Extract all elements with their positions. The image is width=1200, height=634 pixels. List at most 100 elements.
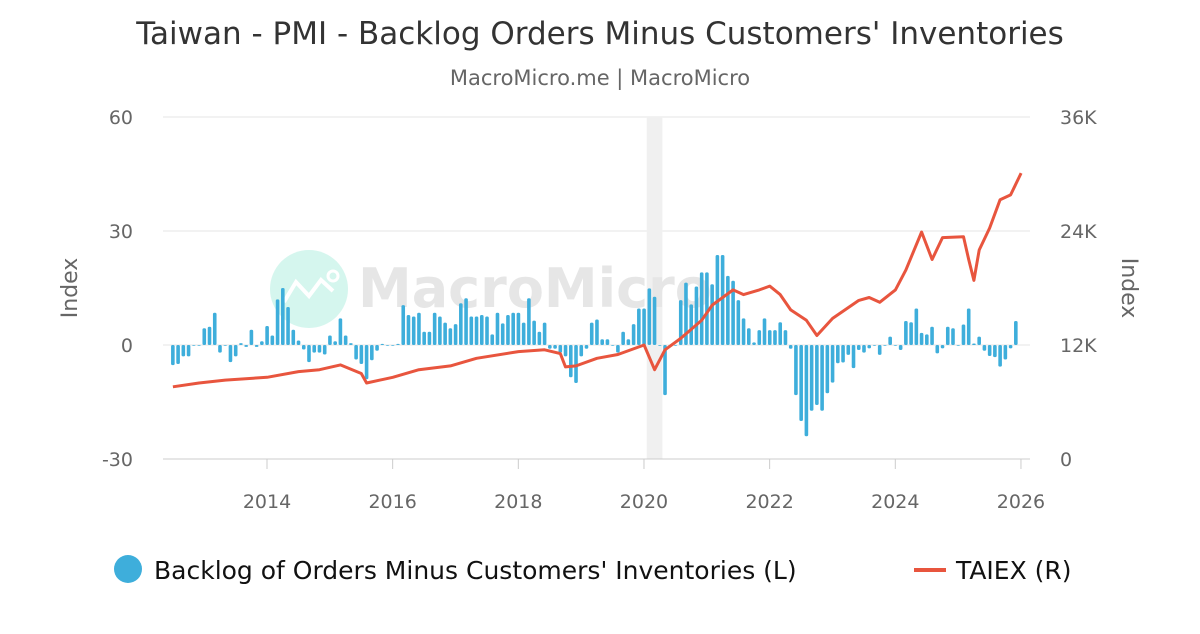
bar bbox=[239, 343, 243, 345]
bar bbox=[815, 345, 819, 406]
bar bbox=[516, 312, 521, 345]
bar bbox=[589, 322, 594, 345]
bar bbox=[275, 299, 280, 345]
bar bbox=[752, 342, 756, 345]
bar bbox=[181, 345, 186, 357]
bar bbox=[375, 345, 379, 351]
bar bbox=[301, 345, 306, 350]
bar bbox=[328, 335, 332, 345]
bar bbox=[610, 345, 615, 346]
bar bbox=[621, 331, 625, 345]
bar bbox=[464, 298, 468, 345]
bar bbox=[699, 272, 704, 345]
bar bbox=[338, 318, 343, 345]
legend-item-backlog[interactable]: Backlog of Orders Minus Customers' Inven… bbox=[114, 555, 797, 585]
chart-title: Taiwan - PMI - Backlog Orders Minus Cust… bbox=[135, 16, 1064, 52]
bar bbox=[773, 330, 777, 345]
bar bbox=[212, 312, 217, 345]
bar bbox=[736, 300, 741, 345]
bar bbox=[511, 312, 515, 345]
bar bbox=[652, 296, 657, 345]
bar bbox=[228, 345, 233, 363]
bar bbox=[422, 331, 426, 345]
bar bbox=[396, 343, 400, 345]
bar bbox=[972, 343, 976, 345]
bar bbox=[417, 312, 421, 345]
bar bbox=[453, 324, 458, 345]
left-tick-label: -30 bbox=[102, 449, 133, 471]
bar bbox=[616, 345, 620, 353]
x-tick-label: 2024 bbox=[871, 491, 919, 513]
bar bbox=[1014, 321, 1018, 345]
bar bbox=[951, 328, 955, 345]
bar bbox=[1003, 345, 1008, 360]
bar bbox=[322, 345, 327, 355]
bar bbox=[286, 307, 290, 345]
bar bbox=[296, 340, 301, 345]
bar bbox=[904, 321, 908, 345]
bar bbox=[548, 345, 552, 349]
bar bbox=[443, 322, 447, 345]
bar bbox=[836, 345, 840, 364]
bar bbox=[343, 335, 348, 345]
bar bbox=[867, 345, 872, 349]
bar bbox=[794, 345, 798, 396]
bar bbox=[579, 345, 584, 357]
bar bbox=[804, 345, 809, 437]
bar bbox=[359, 345, 364, 364]
bar bbox=[684, 282, 688, 345]
left-tick-label: 0 bbox=[121, 335, 133, 357]
bar bbox=[741, 318, 746, 345]
bar bbox=[490, 334, 495, 345]
bar bbox=[218, 345, 222, 353]
x-tick-label: 2022 bbox=[745, 491, 793, 513]
bar bbox=[521, 322, 526, 345]
bar bbox=[527, 298, 531, 345]
bar bbox=[600, 339, 604, 345]
bar bbox=[673, 345, 678, 346]
bar bbox=[930, 326, 934, 345]
bar bbox=[542, 322, 547, 345]
bar bbox=[961, 324, 966, 345]
right-tick-label: 12K bbox=[1060, 335, 1097, 357]
recession-shade bbox=[646, 117, 663, 459]
bar bbox=[799, 345, 803, 421]
bar bbox=[726, 275, 730, 345]
bar bbox=[448, 328, 453, 345]
left-tick-label: 60 bbox=[109, 107, 133, 129]
bar bbox=[406, 314, 411, 345]
bar bbox=[720, 254, 725, 345]
bar bbox=[568, 345, 573, 378]
bar bbox=[841, 345, 845, 363]
bar bbox=[919, 332, 924, 345]
bar bbox=[254, 345, 259, 347]
bar bbox=[390, 345, 395, 346]
bar bbox=[778, 322, 783, 345]
bar bbox=[893, 345, 898, 346]
bar bbox=[788, 345, 793, 349]
bar bbox=[265, 326, 269, 345]
bar bbox=[710, 284, 714, 345]
bar bbox=[694, 286, 699, 345]
bar bbox=[925, 334, 929, 345]
bar bbox=[767, 330, 772, 345]
bar bbox=[349, 343, 353, 345]
bar bbox=[474, 316, 479, 345]
bar bbox=[909, 322, 913, 345]
bar bbox=[432, 312, 437, 345]
bar bbox=[783, 330, 788, 345]
bar bbox=[830, 345, 835, 383]
bar bbox=[856, 345, 861, 350]
bar bbox=[935, 345, 940, 354]
bar bbox=[678, 300, 683, 345]
bar bbox=[872, 345, 877, 346]
legend-label-backlog: Backlog of Orders Minus Customers' Inven… bbox=[154, 556, 797, 585]
bar bbox=[731, 280, 735, 345]
bar bbox=[945, 326, 950, 345]
bar bbox=[898, 345, 903, 350]
bar bbox=[762, 318, 767, 345]
legend-item-taiex[interactable]: TAIEX (R) bbox=[914, 556, 1072, 585]
bar bbox=[233, 345, 238, 357]
bar bbox=[825, 345, 830, 394]
